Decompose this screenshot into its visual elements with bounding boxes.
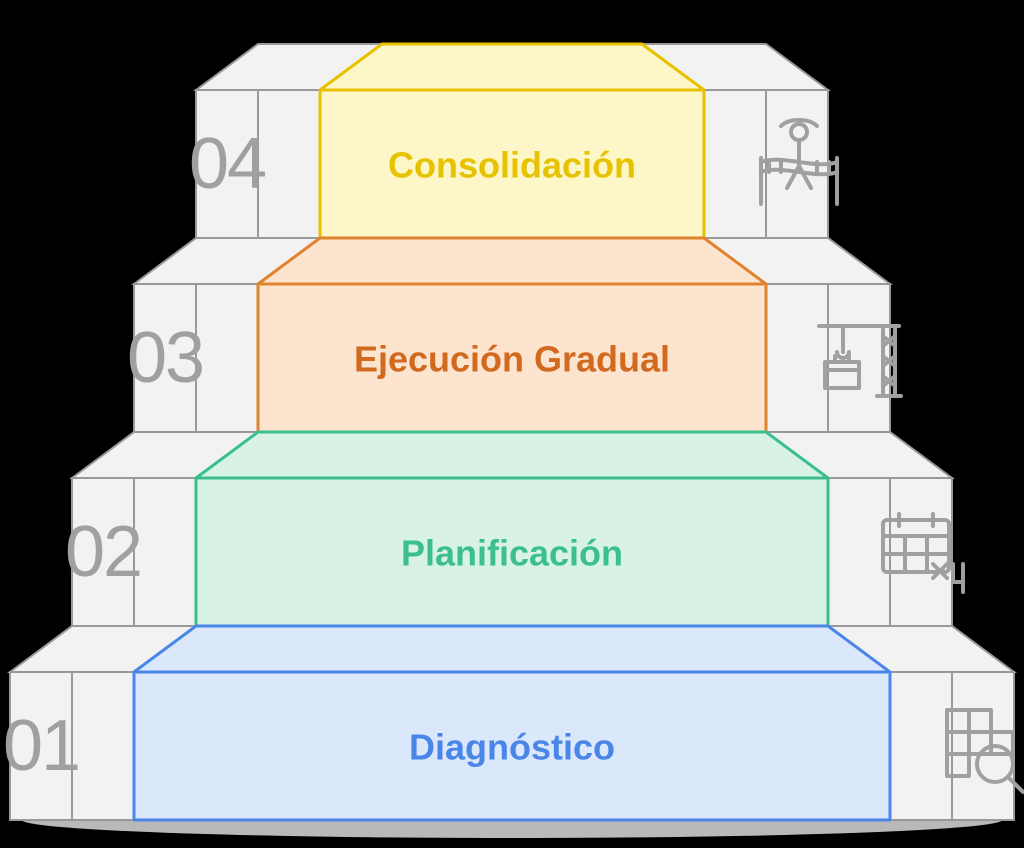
step-accent-panel [258, 238, 766, 432]
step-number: 04 [189, 124, 265, 204]
step-title: Ejecución Gradual [354, 339, 670, 380]
step-accent-panel [196, 432, 828, 626]
steps-group: 04 Consolidación 03 Ejecución Gradual 02 Plan… [3, 44, 1023, 820]
step-4: 04 Consolidación [189, 44, 837, 238]
staircase-diagram: 04 Consolidación 03 Ejecución Gradual 02 Plan… [0, 0, 1024, 848]
step-number: 03 [127, 318, 203, 398]
step-accent-panel [134, 626, 890, 820]
step-title: Consolidación [388, 145, 636, 186]
step-accent-panel [320, 44, 704, 238]
step-number: 02 [65, 512, 141, 592]
step-3: 03 Ejecución Gradual [127, 238, 901, 432]
step-title: Diagnóstico [409, 727, 615, 768]
step-number: 01 [3, 706, 79, 786]
step-2: 02 Planificación [65, 432, 963, 626]
step-1: 01 Diagnóstico [3, 626, 1023, 820]
step-title: Planificación [401, 533, 623, 574]
